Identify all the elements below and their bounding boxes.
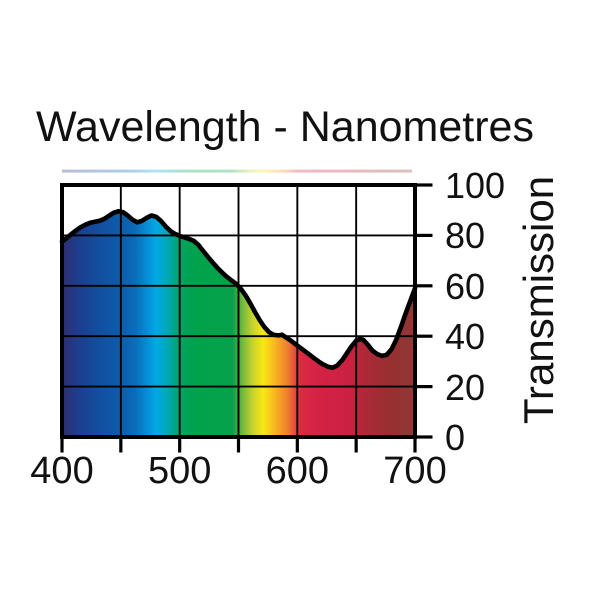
y-tick-label-0: 0 [445,417,466,458]
x-tick-label-600: 600 [265,450,330,492]
x-tick-label-400: 400 [30,450,94,492]
y-tick-label-100: 100 [445,165,506,206]
transmission-curve [59,208,418,370]
chart-title: Wavelength - Nanometres [36,103,534,151]
y-tick-label-60: 60 [445,265,486,307]
x-tick-label-500: 500 [147,450,212,492]
x-tick-label-700: 700 [383,450,447,492]
y-tick-label-40: 40 [445,316,486,358]
y-axis-title: Transmission [515,175,562,425]
y-tick-label-80: 80 [445,215,486,257]
y-tick-label-20: 20 [445,366,486,408]
spectrum-strip [62,169,412,173]
plot-frame [60,183,417,439]
